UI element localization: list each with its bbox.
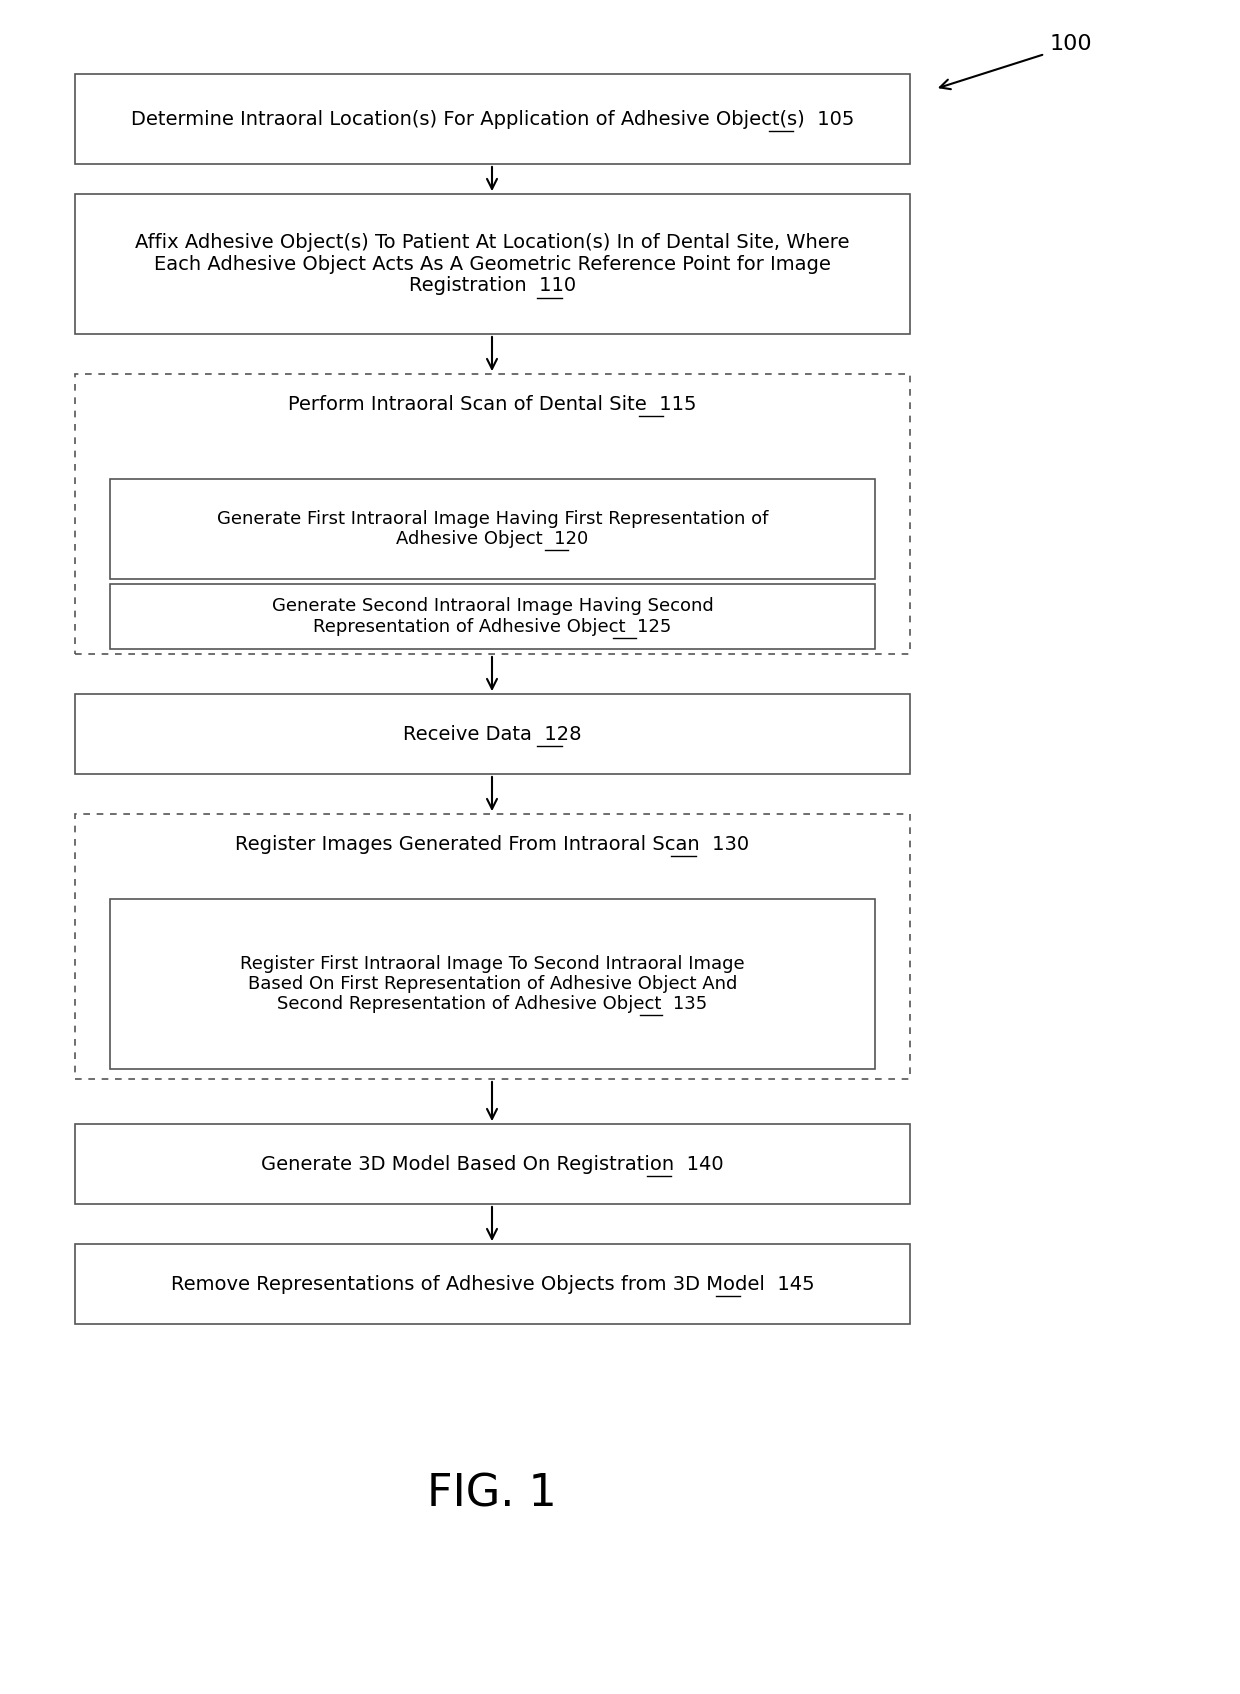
Text: Remove Representations of Adhesive Objects from 3D Model  145: Remove Representations of Adhesive Objec… bbox=[171, 1274, 815, 1294]
Bar bbox=[74, 1243, 910, 1325]
Text: 100: 100 bbox=[1050, 34, 1092, 54]
Bar bbox=[74, 815, 910, 1079]
Bar bbox=[110, 584, 875, 649]
Text: Affix Adhesive Object(s) To Patient At Location(s) In of Dental Site, Where: Affix Adhesive Object(s) To Patient At L… bbox=[135, 232, 849, 252]
Text: Representation of Adhesive Object  125: Representation of Adhesive Object 125 bbox=[314, 618, 672, 635]
Bar bbox=[74, 75, 910, 164]
Text: Registration  110: Registration 110 bbox=[409, 276, 577, 295]
Text: Adhesive Object  120: Adhesive Object 120 bbox=[397, 530, 589, 549]
Text: Register First Intraoral Image To Second Intraoral Image: Register First Intraoral Image To Second… bbox=[241, 955, 745, 972]
Text: Generate Second Intraoral Image Having Second: Generate Second Intraoral Image Having S… bbox=[272, 598, 713, 615]
Bar bbox=[74, 1125, 910, 1204]
Text: Determine Intraoral Location(s) For Application of Adhesive Object(s)  105: Determine Intraoral Location(s) For Appl… bbox=[130, 110, 854, 129]
Text: Receive Data  128: Receive Data 128 bbox=[403, 725, 582, 744]
Text: Generate First Intraoral Image Having First Representation of: Generate First Intraoral Image Having Fi… bbox=[217, 510, 769, 529]
Text: Register Images Generated From Intraoral Scan  130: Register Images Generated From Intraoral… bbox=[236, 835, 749, 854]
Bar bbox=[74, 195, 910, 334]
Bar bbox=[74, 374, 910, 654]
Bar bbox=[110, 479, 875, 579]
Text: Perform Intraoral Scan of Dental Site  115: Perform Intraoral Scan of Dental Site 11… bbox=[288, 395, 697, 413]
Text: Second Representation of Adhesive Object  135: Second Representation of Adhesive Object… bbox=[278, 994, 708, 1013]
Text: Each Adhesive Object Acts As A Geometric Reference Point for Image: Each Adhesive Object Acts As A Geometric… bbox=[154, 254, 831, 273]
Text: FIG. 1: FIG. 1 bbox=[427, 1472, 557, 1516]
Bar bbox=[110, 900, 875, 1069]
Bar bbox=[74, 695, 910, 774]
Text: Based On First Representation of Adhesive Object And: Based On First Representation of Adhesiv… bbox=[248, 976, 738, 993]
Text: Generate 3D Model Based On Registration  140: Generate 3D Model Based On Registration … bbox=[262, 1155, 724, 1174]
